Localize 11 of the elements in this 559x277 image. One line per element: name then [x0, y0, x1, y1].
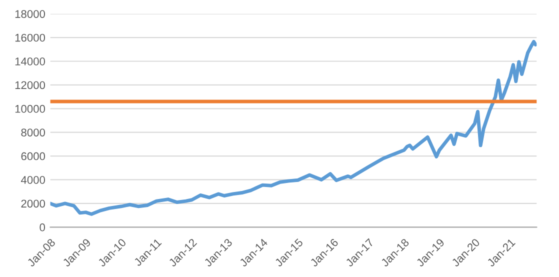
y-tick-label: 4000	[20, 176, 46, 184]
y-tick-label: 16000	[15, 34, 46, 42]
y-tick-label: 8000	[21, 128, 46, 136]
y-tick-label: 12000	[15, 81, 46, 90]
y-tick-label: 0	[40, 223, 46, 232]
y-tick-label: 10000	[15, 104, 46, 113]
y-tick-label: 18000	[15, 10, 46, 18]
y-tick-label: 6000	[21, 152, 46, 160]
line-series	[50, 40, 537, 216]
y-tick-label: 2000	[21, 200, 46, 208]
y-tick-label: 14000	[15, 58, 46, 66]
